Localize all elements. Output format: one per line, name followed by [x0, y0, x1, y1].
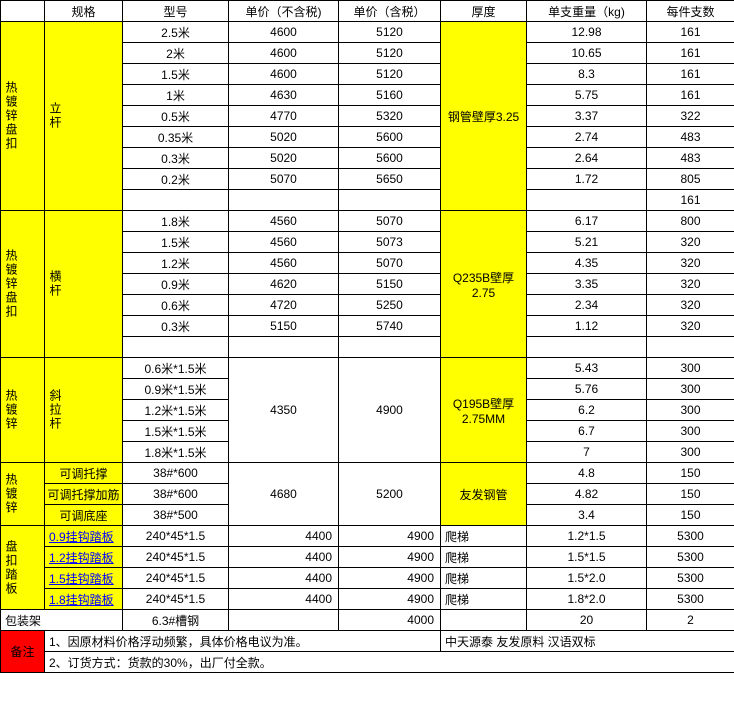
section-D-thick: 友发钢管 — [441, 463, 527, 526]
row-C-0: 热镀锌 斜拉杆 0.6米*1.5米 4350 4900 Q195B壁厚2.75M… — [1, 358, 734, 379]
col-count: 每件支数 — [647, 1, 734, 22]
price-table: 规格 型号 单价（不含税) 单价（含税） 厚度 单支重量（kg) 每件支数 热镀… — [0, 0, 734, 673]
notes-label: 备注 — [1, 631, 45, 673]
notes-line1b: 中天源泰 友发原料 汉语双标 — [441, 631, 734, 652]
section-C-p2: 4900 — [339, 358, 441, 463]
section-E-label: 盘扣踏板 — [1, 526, 45, 610]
section-D-p1: 4680 — [229, 463, 339, 526]
notes-line2: 2、订货方式：货款的30%，出厂付全款。 — [45, 652, 734, 673]
section-B-label: 热镀锌盘扣 — [1, 211, 45, 358]
col-blank — [1, 1, 45, 22]
notes-row2: 2、订货方式：货款的30%，出厂付全款。 — [1, 652, 734, 673]
col-weight: 单支重量（kg) — [527, 1, 647, 22]
cell-n: 161 — [647, 22, 734, 43]
notes-line1a: 1、因原材料价格浮动频繁，具体价格电议为准。 — [45, 631, 441, 652]
cell-p2: 5120 — [339, 22, 441, 43]
row-A-0: 热镀锌盘扣 立杆 2.5米 4600 5120 钢管壁厚3.25 12.98 1… — [1, 22, 734, 43]
section-C-spec: 斜拉杆 — [45, 358, 123, 463]
header-row: 规格 型号 单价（不含税) 单价（含税） 厚度 单支重量（kg) 每件支数 — [1, 1, 734, 22]
col-spec: 规格 — [45, 1, 123, 22]
section-C-thick: Q195B壁厚2.75MM — [441, 358, 527, 463]
cell-p1: 4600 — [229, 22, 339, 43]
cell-w: 12.98 — [527, 22, 647, 43]
col-price-incl: 单价（含税） — [339, 1, 441, 22]
col-price-excl: 单价（不含税) — [229, 1, 339, 22]
section-B-spec: 横杆 — [45, 211, 123, 358]
notes-row1: 备注 1、因原材料价格浮动频繁，具体价格电议为准。 中天源泰 友发原料 汉语双标 — [1, 631, 734, 652]
row-F: 包装架 6.3#槽钢 4000 20 2 — [1, 610, 734, 631]
row-B-0: 热镀锌盘扣 横杆 1.8米45605070 Q235B壁厚2.75 6.1780… — [1, 211, 734, 232]
section-B-thick: Q235B壁厚2.75 — [441, 211, 527, 358]
section-D-label: 热镀锌 — [1, 463, 45, 526]
row-D-0: 热镀锌 可调托撑 38#*600 4680 5200 友发钢管 4.8150 — [1, 463, 734, 484]
col-thick: 厚度 — [441, 1, 527, 22]
row-E-0: 盘扣踏板 0.9挂钩踏板 240*45*1.5 4400 4900 爬梯 1.2… — [1, 526, 734, 547]
cell-model: 2.5米 — [123, 22, 229, 43]
section-A-spec: 立杆 — [45, 22, 123, 211]
section-C-label: 热镀锌 — [1, 358, 45, 463]
section-C-p1: 4350 — [229, 358, 339, 463]
section-A-thick: 钢管壁厚3.25 — [441, 22, 527, 211]
section-D-p2: 5200 — [339, 463, 441, 526]
section-A-label: 热镀锌盘扣 — [1, 22, 45, 211]
col-model: 型号 — [123, 1, 229, 22]
